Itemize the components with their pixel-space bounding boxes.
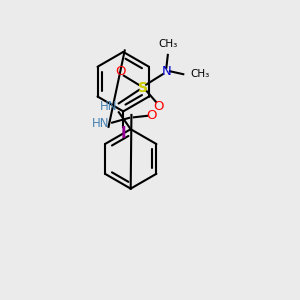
Text: CH₃: CH₃ (190, 69, 209, 79)
Text: I: I (120, 126, 126, 141)
Text: CH₃: CH₃ (158, 39, 178, 49)
Text: N: N (161, 65, 171, 78)
Text: S: S (138, 81, 148, 94)
Text: O: O (154, 100, 164, 113)
Text: HN: HN (100, 100, 117, 113)
Text: HN: HN (92, 117, 109, 130)
Text: O: O (146, 109, 157, 122)
Text: O: O (115, 65, 125, 78)
